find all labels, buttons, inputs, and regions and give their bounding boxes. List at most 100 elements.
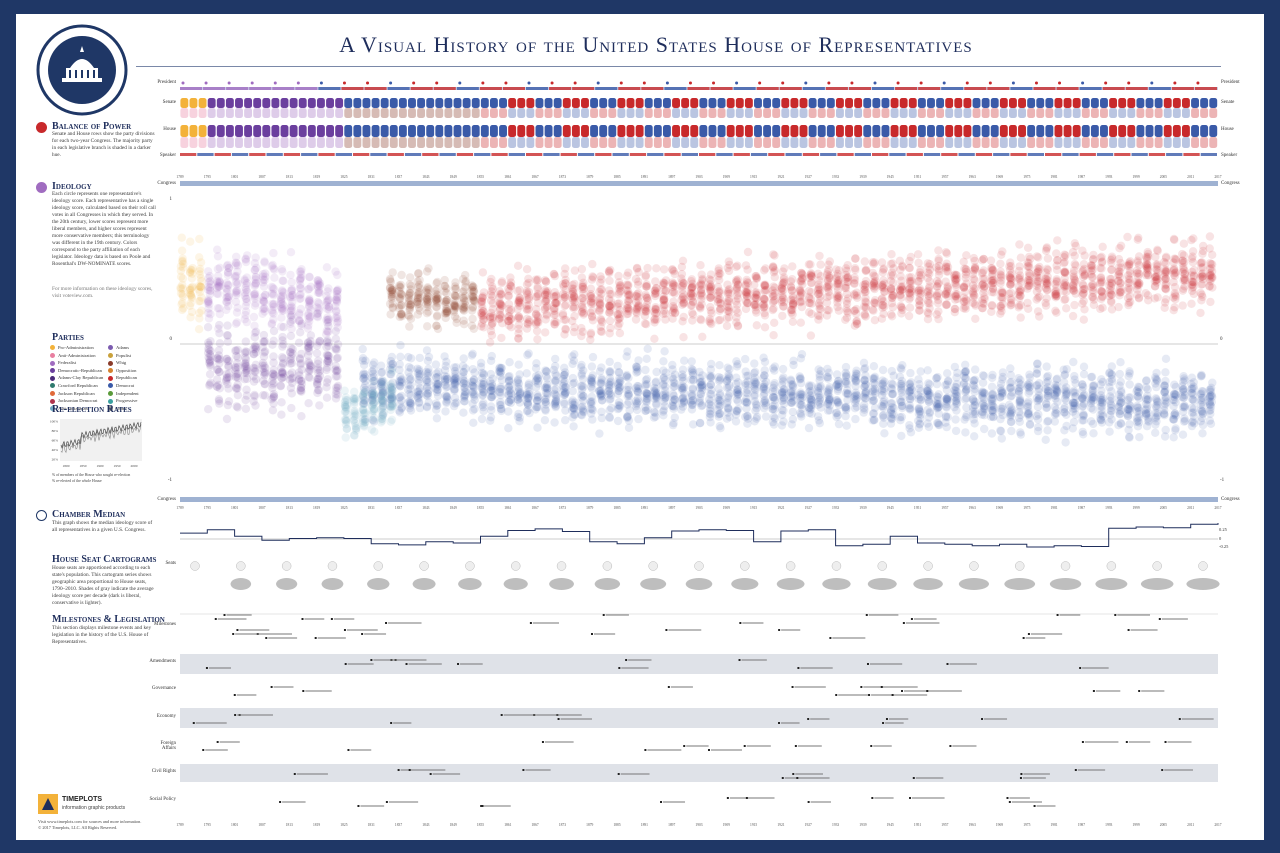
senate-majority-bar (207, 98, 216, 108)
ideology-point (715, 361, 724, 370)
ideology-point (624, 291, 633, 300)
house-minority-bar (744, 137, 753, 148)
x-tick-label-bottom: 1993 (1105, 506, 1112, 510)
house-minority-bar (289, 137, 298, 148)
ideology-point (622, 286, 631, 295)
ideology-point (661, 286, 670, 295)
president-marker (965, 81, 969, 85)
ideology-point (770, 379, 779, 388)
ideology-point (696, 304, 705, 313)
senate-majority-bar (535, 98, 544, 108)
ideology-point (1179, 393, 1189, 402)
senate-minority-bar (1118, 108, 1127, 118)
speaker-bar (941, 153, 958, 156)
ideology-point (558, 280, 568, 289)
ideology-point (524, 317, 534, 327)
ideology-point (878, 381, 888, 390)
ideology-point (659, 279, 668, 288)
ideology-point (687, 367, 697, 376)
ideology-point (514, 324, 523, 334)
ideology-point (578, 327, 587, 336)
ideology-point (725, 389, 734, 398)
ideology-point (760, 294, 769, 304)
ideology-point (523, 319, 532, 328)
ideology-point (1086, 270, 1096, 279)
house-minority-bar (189, 137, 198, 148)
ideology-point (743, 298, 752, 307)
ideology-point (541, 405, 550, 414)
senate-minority-bar (581, 108, 589, 118)
senate-majority-bar (189, 98, 198, 108)
senate-minority-bar (990, 108, 999, 118)
ideology-point (986, 256, 996, 265)
ideology-point (586, 335, 595, 344)
ideology-point (870, 258, 879, 267)
ideology-point (214, 282, 223, 291)
ideology-point (223, 331, 232, 340)
ideology-point (560, 269, 569, 279)
ideology-point (651, 309, 660, 318)
ideology-point (1132, 387, 1141, 396)
senate-majority-bar (262, 98, 271, 108)
ideology-point (623, 289, 632, 299)
ideology-point (652, 308, 661, 318)
ideology-point (897, 431, 906, 441)
ideology-point (797, 412, 806, 421)
ideology-point (477, 296, 486, 305)
ideology-point (504, 300, 514, 309)
ideology-point (659, 265, 669, 274)
senate-majority-bar (799, 98, 808, 108)
ideology-point (616, 281, 625, 290)
ideology-point (578, 304, 588, 313)
house-majority-bar (289, 125, 298, 137)
ideology-point (696, 291, 705, 300)
president-marker (1034, 81, 1038, 85)
ideology-point (215, 339, 225, 348)
ideology-point (568, 396, 577, 405)
ideology-point (1016, 313, 1025, 322)
ideology-point (788, 275, 797, 284)
ideology-point (1043, 417, 1052, 426)
ideology-point (506, 395, 515, 405)
ideology-point (232, 259, 241, 268)
house-minority-bar (216, 137, 225, 148)
ideology-point (960, 368, 969, 377)
ideology-point (733, 261, 742, 270)
ideology-point (760, 287, 769, 296)
ideology-point (587, 299, 596, 309)
ideology-point (768, 289, 777, 299)
senate-minority-bar (1163, 108, 1172, 118)
house-majority-bar (1100, 125, 1108, 137)
ideology-point (469, 418, 478, 427)
ideology-point (651, 291, 660, 301)
ideology-point (1180, 282, 1189, 291)
ideology-point (649, 407, 659, 417)
ideology-point (1125, 285, 1135, 294)
ideology-point (1035, 312, 1044, 321)
president-marker (296, 81, 300, 85)
ideology-point (531, 318, 541, 327)
ideology-point (540, 276, 550, 285)
ideology-point (542, 311, 551, 320)
ideology-point (523, 314, 532, 324)
ideology-point (541, 295, 550, 304)
house-majority-bar (562, 125, 571, 137)
ideology-point (713, 295, 722, 304)
ideology-point (979, 371, 989, 381)
ideology-point (724, 294, 734, 304)
ideology-point (541, 277, 551, 286)
ideology-point (695, 303, 705, 312)
ideology-point (750, 380, 759, 389)
senate-minority-bar (1008, 108, 1017, 118)
ideology-point (688, 279, 697, 288)
ideology-point (1089, 429, 1098, 438)
ideology-point (761, 412, 771, 421)
ideology-point (241, 257, 251, 267)
ideology-point (769, 268, 779, 277)
senate-majority-bar (344, 98, 353, 108)
house-minority-bar (717, 137, 726, 148)
ideology-point (906, 293, 915, 302)
ideology-point (997, 434, 1006, 443)
ideology-point (558, 309, 568, 318)
ideology-point (732, 291, 742, 300)
